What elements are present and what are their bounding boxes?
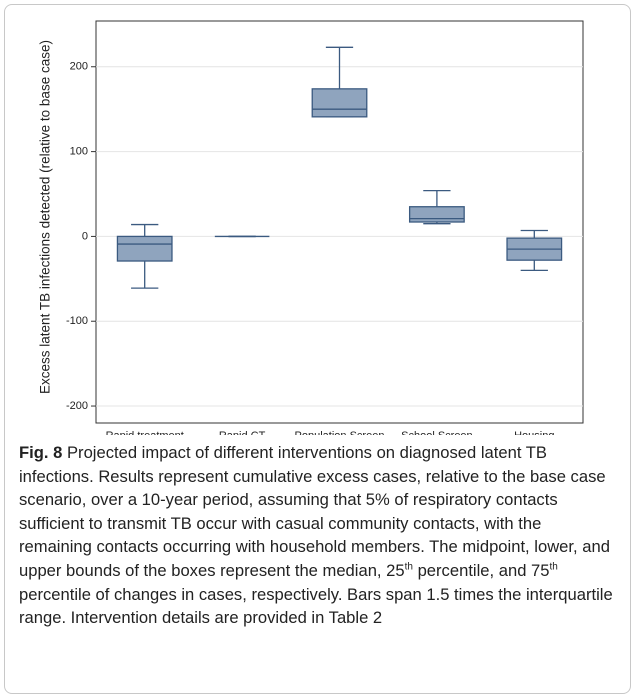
box [311, 88, 368, 118]
y-axis-label: Excess latent TB infections detected (re… [38, 40, 53, 394]
superscript: th [549, 561, 558, 573]
caption-text: percentile of changes in cases, respecti… [19, 584, 613, 628]
x-tick-label: Housing [514, 430, 554, 435]
whisker-high [131, 223, 159, 237]
x-tick-label: Population Screen [295, 430, 385, 435]
whisker-high [423, 189, 451, 207]
whisker-high [520, 229, 548, 239]
caption-label: Fig. 8 [19, 443, 63, 462]
x-tick-label: Rapid treatment [106, 430, 184, 435]
y-tick-label: 100 [70, 146, 88, 158]
superscript: th [404, 561, 413, 573]
caption-text: percentile, and 75 [412, 560, 550, 580]
x-tick-label: School Screen [401, 430, 473, 435]
whisker-low [131, 261, 159, 289]
whisker-high [325, 46, 354, 89]
y-tick-label: 0 [82, 230, 88, 242]
caption-text: Projected impact of different interventi… [19, 443, 610, 580]
y-tick-label: 200 [70, 61, 88, 73]
whisker-low [520, 260, 548, 271]
box [116, 235, 173, 262]
chart: Excess latent TB infections detected (re… [38, 20, 584, 435]
box [408, 206, 465, 223]
x-tick-label: Rapid CT [219, 430, 266, 435]
caption: Fig. 8 Projected impact of different int… [19, 441, 617, 630]
y-tick-label: -100 [66, 315, 88, 327]
y-tick-label: -200 [66, 400, 88, 412]
figure: Excess latent TB infections detected (re… [4, 4, 631, 694]
